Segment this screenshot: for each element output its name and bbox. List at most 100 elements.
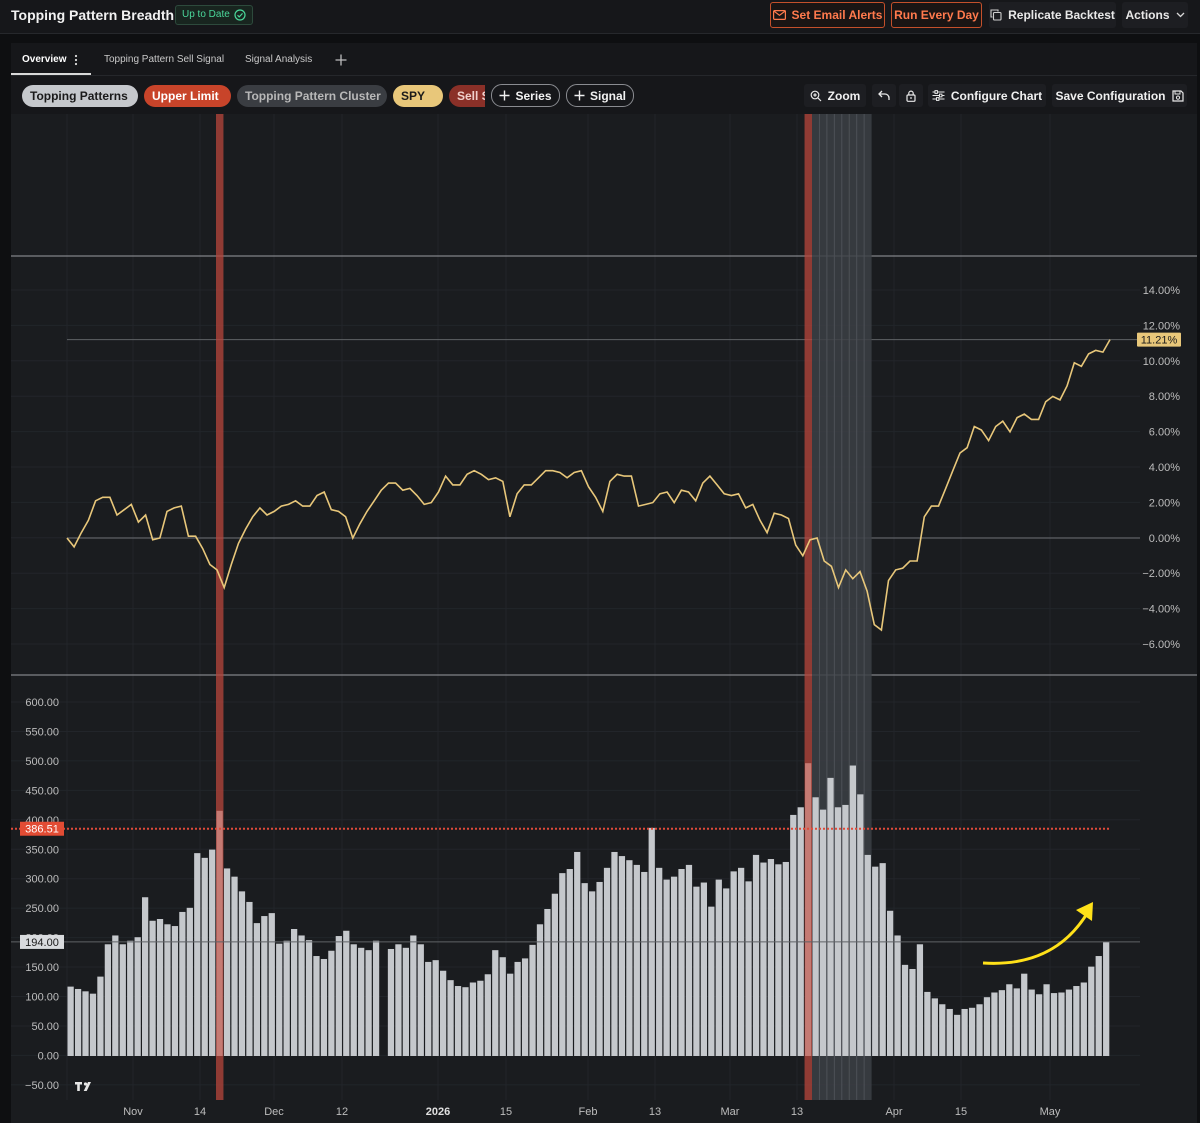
topping-patterns-bar bbox=[1103, 941, 1110, 1056]
topping-patterns-bar bbox=[752, 854, 760, 1056]
topping-patterns-bar bbox=[723, 888, 730, 1056]
add-signal-button[interactable]: Signal bbox=[566, 84, 634, 107]
topping-patterns-bar bbox=[156, 918, 164, 1056]
topping-patterns-bar bbox=[983, 997, 991, 1056]
status-label: Up to Date bbox=[182, 9, 230, 20]
x-axis-tick-label: 14 bbox=[194, 1106, 206, 1118]
series-pill-label: Upper Limit bbox=[152, 89, 219, 103]
topping-patterns-bar bbox=[685, 864, 693, 1056]
topping-patterns-bar bbox=[797, 807, 804, 1056]
topping-patterns-bar bbox=[253, 923, 260, 1056]
series-pill-sell-signal[interactable]: Sell S bbox=[449, 85, 485, 107]
tab-bar: Overview Topping Pattern Sell Signal Sig… bbox=[11, 43, 1197, 76]
run-every-day-button[interactable]: Run Every Day bbox=[891, 2, 982, 28]
tradingview-logo-icon bbox=[75, 1082, 91, 1091]
configure-chart-button[interactable]: Configure Chart bbox=[928, 84, 1046, 107]
topping-patterns-bar bbox=[991, 992, 998, 1056]
x-axis-tick-label: 12 bbox=[336, 1106, 348, 1118]
topping-patterns-bar bbox=[782, 861, 789, 1056]
series-pill-label: Topping Patterns bbox=[30, 89, 128, 103]
y-axis-tick-label: 8.00% bbox=[1149, 391, 1180, 403]
topping-patterns-bar bbox=[1021, 973, 1028, 1056]
topping-patterns-bar bbox=[559, 873, 566, 1056]
x-axis-tick-label: Nov bbox=[123, 1106, 143, 1118]
topping-patterns-bar bbox=[89, 993, 97, 1056]
topping-patterns-bar bbox=[142, 897, 149, 1056]
undo-button[interactable] bbox=[872, 84, 896, 107]
topping-patterns-bar bbox=[209, 849, 216, 1056]
topping-patterns-bar bbox=[872, 866, 879, 1056]
topping-patterns-bar bbox=[149, 920, 156, 1056]
y-axis-tick-label: 500.00 bbox=[25, 756, 59, 768]
topping-patterns-bar bbox=[946, 1008, 953, 1056]
topping-patterns-bar bbox=[298, 935, 305, 1056]
tab-sell-signal-label: Topping Pattern Sell Signal bbox=[104, 54, 225, 65]
y-axis-tick-label: 150.00 bbox=[25, 962, 59, 974]
topping-patterns-bar bbox=[633, 864, 640, 1056]
y-axis-tick-label: 550.00 bbox=[25, 726, 59, 738]
series-pill-topping-pattern-cluster[interactable]: Topping Pattern Cluster bbox=[237, 85, 387, 107]
series-pill-upper-limit[interactable]: Upper Limit bbox=[144, 85, 231, 107]
topping-patterns-bar bbox=[939, 1004, 946, 1056]
active-tab-indicator bbox=[11, 73, 91, 75]
y-axis-tick-label: 10.00% bbox=[1143, 356, 1181, 368]
x-axis-tick-label: 13 bbox=[649, 1106, 661, 1118]
tab-topping-pattern-sell-signal[interactable]: Topping Pattern Sell Signal bbox=[104, 54, 224, 65]
series-pill-topping-patterns[interactable]: Topping Patterns bbox=[22, 85, 138, 107]
topping-patterns-bar bbox=[596, 881, 603, 1056]
topping-patterns-bar bbox=[864, 854, 871, 1056]
upper-limit-tag bbox=[20, 821, 64, 836]
topping-patterns-bar bbox=[194, 853, 201, 1056]
topping-patterns-bar bbox=[693, 886, 700, 1056]
x-axis-tick-label: 13 bbox=[791, 1106, 803, 1118]
last-bar-value-tag-label: 194.00 bbox=[25, 937, 59, 949]
tab-signal-analysis[interactable]: Signal Analysis bbox=[245, 54, 312, 65]
topping-patterns-bar bbox=[112, 935, 119, 1056]
more-vertical-icon[interactable] bbox=[74, 54, 78, 66]
zoom-button[interactable]: Zoom bbox=[804, 84, 866, 107]
topping-patterns-bar bbox=[1073, 986, 1080, 1056]
topping-patterns-bar bbox=[276, 943, 283, 1056]
topping-patterns-bar bbox=[1006, 984, 1013, 1056]
topping-patterns-bar bbox=[819, 809, 827, 1056]
topping-patterns-bar bbox=[954, 1014, 961, 1056]
topping-patterns-bar bbox=[1058, 992, 1065, 1056]
topping-patterns-bar bbox=[402, 947, 409, 1056]
series-pill-spy[interactable]: SPY bbox=[393, 85, 443, 107]
replicate-backtest-button[interactable]: Replicate Backtest bbox=[989, 2, 1116, 28]
mail-icon bbox=[772, 10, 786, 20]
lock-icon bbox=[906, 90, 916, 102]
topping-patterns-bar bbox=[238, 891, 246, 1056]
run-every-day-label: Run Every Day bbox=[894, 8, 979, 22]
topping-patterns-bar bbox=[916, 944, 924, 1056]
topping-patterns-bar bbox=[223, 868, 231, 1056]
topping-patterns-bar bbox=[320, 958, 328, 1056]
lock-button[interactable] bbox=[899, 84, 923, 107]
topping-patterns-bar bbox=[231, 876, 238, 1056]
save-configuration-button[interactable]: Save Configuration bbox=[1052, 84, 1187, 107]
topping-patterns-bar bbox=[268, 913, 275, 1056]
undo-icon bbox=[878, 90, 890, 100]
y-axis-tick-label: 2.00% bbox=[1149, 497, 1180, 509]
topping-patterns-bar bbox=[1080, 982, 1087, 1056]
y-axis-tick-label: 50.00 bbox=[31, 1021, 59, 1033]
topping-patterns-bar bbox=[879, 863, 886, 1056]
topping-patterns-bar bbox=[887, 910, 894, 1056]
chevron-down-icon bbox=[1176, 12, 1184, 18]
y-axis-tick-label: 0.00 bbox=[38, 1050, 59, 1062]
set-email-alerts-button[interactable]: Set Email Alerts bbox=[770, 2, 885, 28]
add-series-button[interactable]: Series bbox=[491, 84, 560, 107]
topping-patterns-bar bbox=[283, 940, 290, 1056]
sell-signal-band bbox=[216, 114, 224, 1100]
page-title: Topping Pattern Breadth bbox=[11, 7, 175, 23]
annotation-arrowhead-icon bbox=[1076, 902, 1093, 921]
topping-patterns-bar bbox=[894, 935, 901, 1056]
topping-patterns-bar bbox=[857, 794, 864, 1056]
topping-patterns-bar bbox=[119, 944, 126, 1056]
actions-dropdown[interactable]: Actions bbox=[1122, 2, 1188, 28]
y-axis-tick-label: 100.00 bbox=[25, 992, 59, 1004]
actions-label: Actions bbox=[1125, 8, 1170, 22]
plus-icon[interactable] bbox=[335, 54, 347, 66]
tab-overview[interactable]: Overview bbox=[22, 54, 66, 65]
